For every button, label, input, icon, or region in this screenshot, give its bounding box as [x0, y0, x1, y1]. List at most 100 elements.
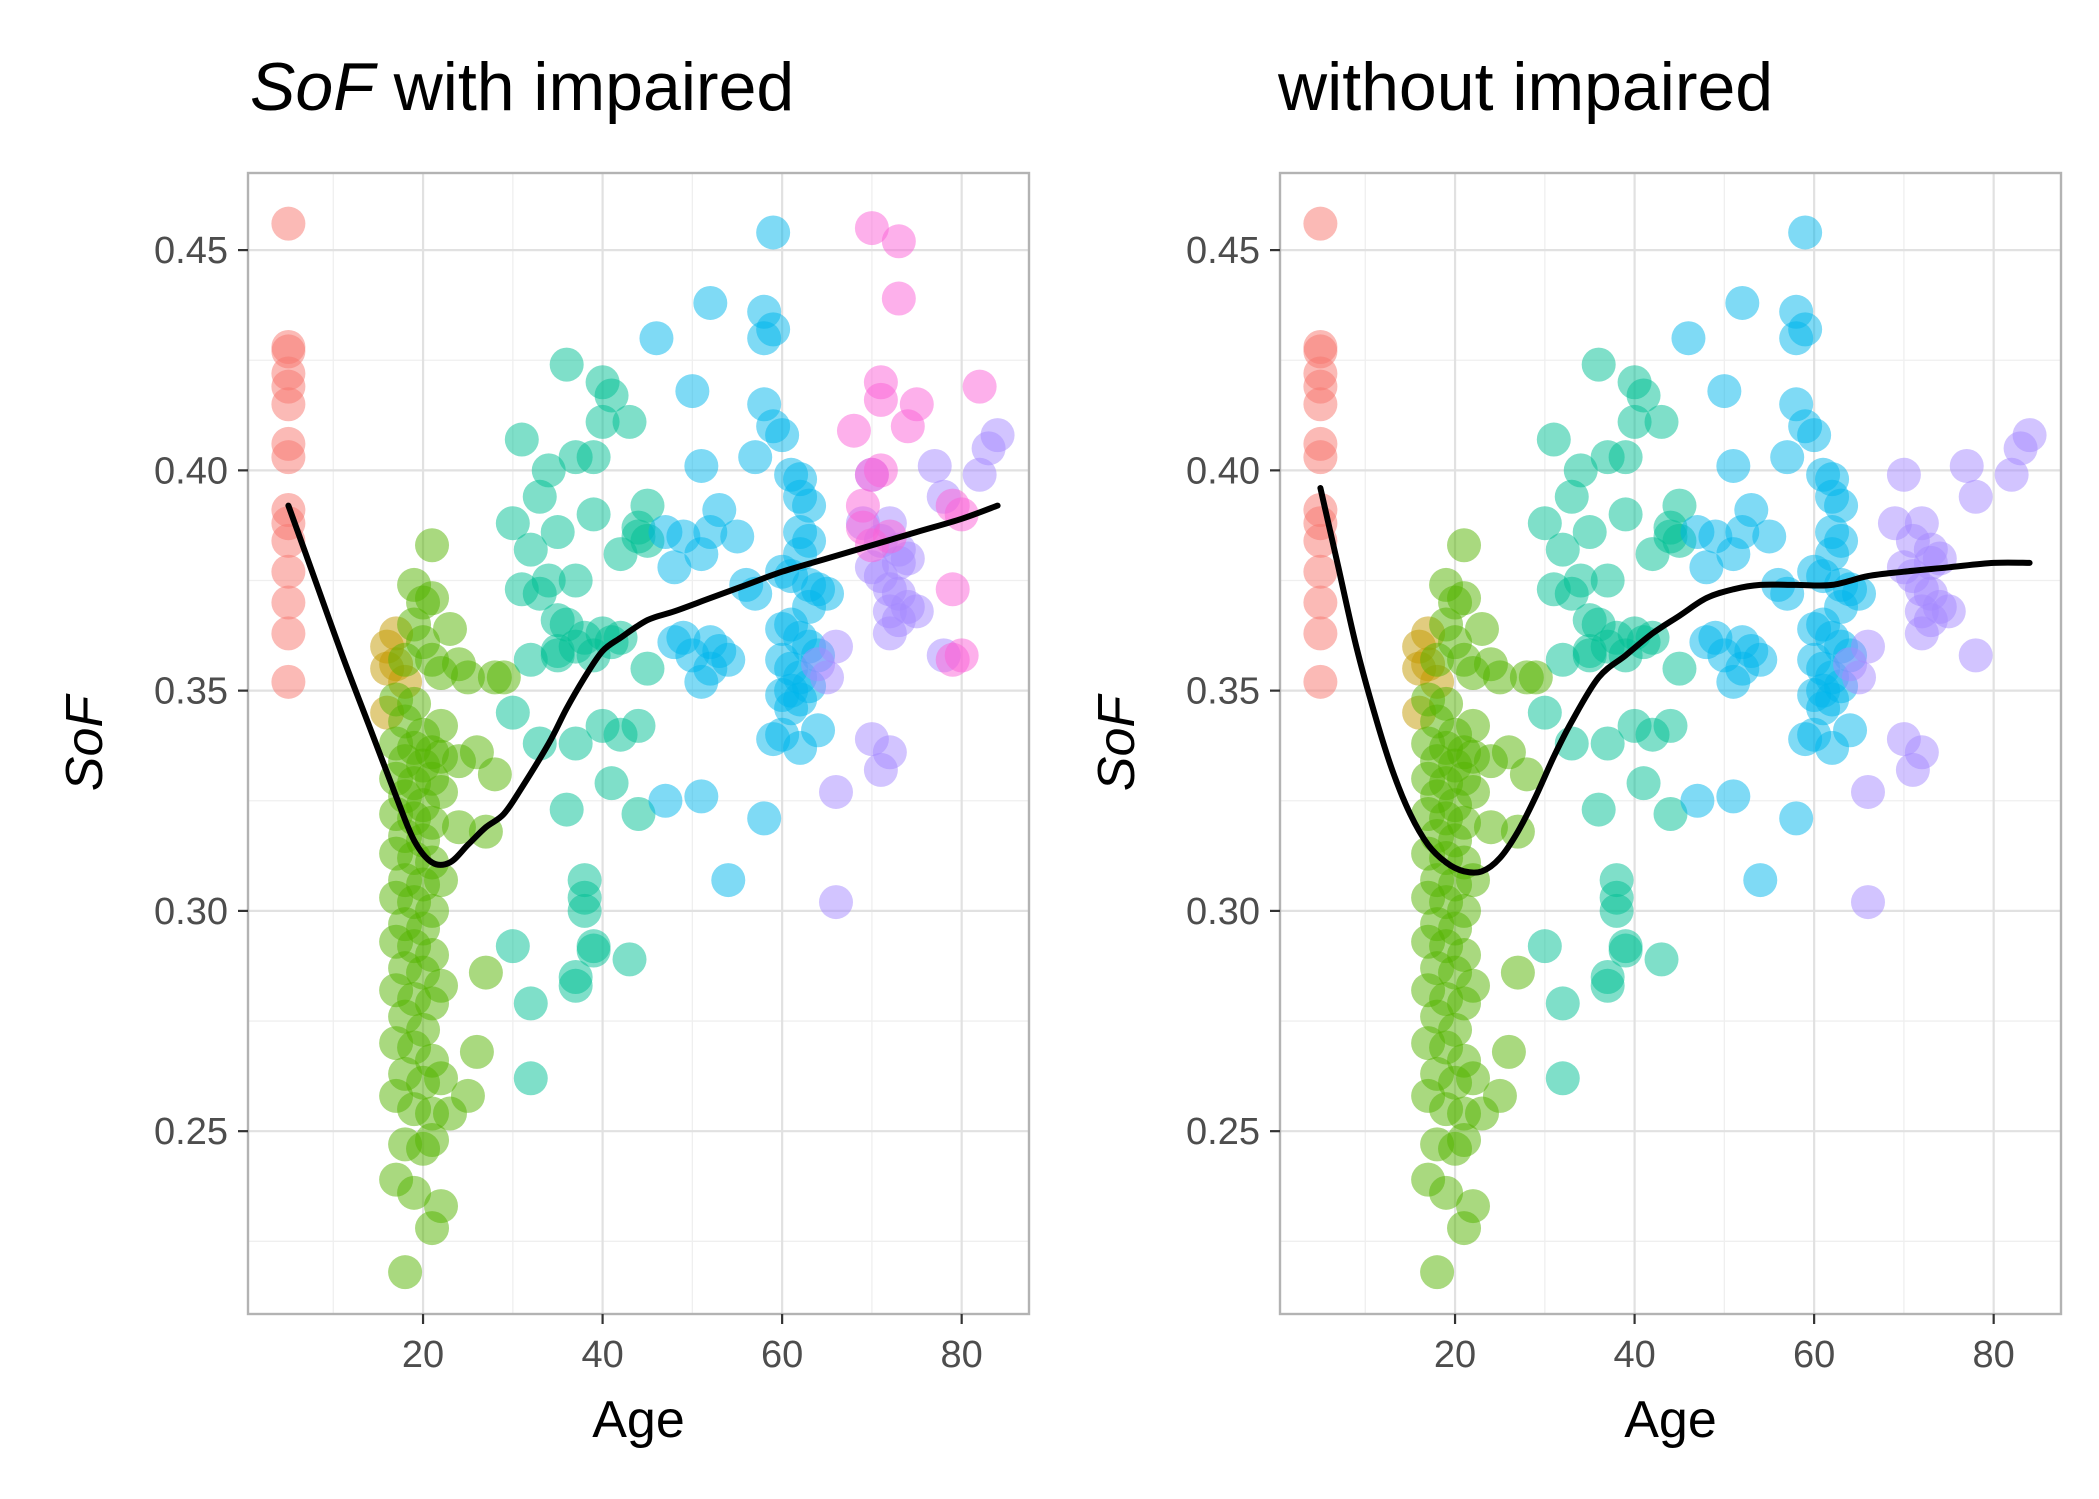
panel-with-impaired: SoF with impaired 20 40 60 80 0.25 0.30 0.35 0.… — [56, 49, 1031, 1449]
y-tick-label: 0.25 — [1186, 1111, 1260, 1153]
data-point — [576, 440, 611, 475]
data-point — [1716, 537, 1751, 572]
axes: 20 40 60 80 0.25 0.30 0.35 0.40 0.45 — [154, 230, 983, 1376]
data-point — [684, 537, 719, 572]
data-point — [1545, 642, 1580, 677]
data-point — [1743, 863, 1778, 898]
data-point — [459, 1034, 494, 1069]
data-point — [397, 1175, 432, 1210]
data-point — [612, 404, 647, 439]
data-point — [1653, 796, 1688, 831]
y-tick-label: 0.25 — [154, 1111, 228, 1153]
data-point — [1500, 955, 1535, 990]
data-point — [1788, 312, 1823, 347]
data-point — [495, 695, 530, 730]
y-tick-label: 0.40 — [154, 450, 228, 492]
data-point — [684, 779, 719, 814]
data-point — [818, 885, 853, 920]
panel-title-italic: SoF — [250, 49, 378, 125]
data-point — [1904, 616, 1939, 651]
smooth-curve — [285, 502, 1001, 868]
data-point — [747, 801, 782, 836]
data-point — [1662, 651, 1697, 686]
data-point — [1644, 404, 1679, 439]
data-point — [1824, 589, 1859, 624]
data-point — [1725, 285, 1760, 320]
data-point — [1770, 440, 1805, 475]
data-point — [1563, 563, 1598, 598]
data-point — [1886, 550, 1921, 585]
data-point — [1958, 479, 1993, 514]
data-point — [1447, 1211, 1482, 1246]
data-point — [450, 660, 485, 695]
data-point — [1644, 942, 1679, 977]
data-point — [890, 409, 925, 444]
y-axis-label: SoF — [56, 693, 114, 792]
data-point — [558, 968, 593, 1003]
data-point — [531, 563, 566, 598]
data-point — [630, 651, 665, 686]
data-point — [415, 581, 450, 616]
data-point — [1420, 1255, 1455, 1290]
plot-frame — [1278, 171, 2063, 1316]
data-point — [971, 431, 1006, 466]
data-point — [271, 554, 306, 589]
data-point — [424, 863, 459, 898]
data-point — [1303, 616, 1338, 651]
data-point — [1545, 1061, 1580, 1096]
data-point — [1590, 563, 1625, 598]
data-point — [1752, 519, 1787, 554]
data-point — [1303, 206, 1338, 241]
x-tick-label: 80 — [1973, 1334, 2015, 1376]
data-point — [1429, 1175, 1464, 1210]
data-point — [1527, 506, 1562, 541]
data-point — [271, 664, 306, 699]
data-point — [1447, 581, 1482, 616]
x-tick-label: 60 — [1793, 1334, 1835, 1376]
y-tick-label: 0.45 — [1186, 230, 1260, 272]
data-point — [388, 642, 423, 677]
data-point — [1806, 691, 1841, 726]
data-point — [899, 594, 934, 629]
data-point — [1545, 532, 1580, 567]
data-point — [854, 211, 889, 246]
panel-title: SoF with impaired — [250, 49, 794, 125]
data-point — [612, 942, 647, 977]
data-point — [513, 642, 548, 677]
data-point — [1877, 506, 1912, 541]
data-point — [1797, 554, 1832, 589]
data-point — [1689, 550, 1724, 585]
data-point — [1447, 1122, 1482, 1157]
x-axis-label: Age — [592, 1391, 685, 1449]
data-point — [1626, 378, 1661, 413]
data-point — [1456, 1061, 1491, 1096]
y-axis-label: SoF — [1088, 693, 1146, 792]
x-tick-label: 60 — [761, 1334, 803, 1376]
data-point — [1850, 774, 1885, 809]
data-point — [594, 378, 629, 413]
data-point — [567, 863, 602, 898]
data-point — [1527, 695, 1562, 730]
data-point — [1518, 660, 1553, 695]
data-point — [271, 616, 306, 651]
data-point — [1617, 404, 1652, 439]
data-point — [621, 796, 656, 831]
data-point — [495, 929, 530, 964]
smooth-curve — [1317, 485, 2033, 876]
data-point — [1949, 448, 1984, 483]
data-point — [1590, 726, 1625, 761]
data-point — [756, 215, 791, 250]
data-point — [917, 448, 952, 483]
data-point — [774, 691, 809, 726]
data-point — [962, 457, 997, 492]
data-point — [1464, 611, 1499, 646]
data-point — [1797, 418, 1832, 453]
data-point — [2003, 431, 2038, 466]
data-point — [1303, 387, 1338, 422]
data-point — [441, 810, 476, 845]
data-point — [1563, 453, 1598, 488]
data-point — [1931, 594, 1966, 629]
data-point — [504, 422, 539, 457]
grid — [1280, 173, 2061, 1314]
